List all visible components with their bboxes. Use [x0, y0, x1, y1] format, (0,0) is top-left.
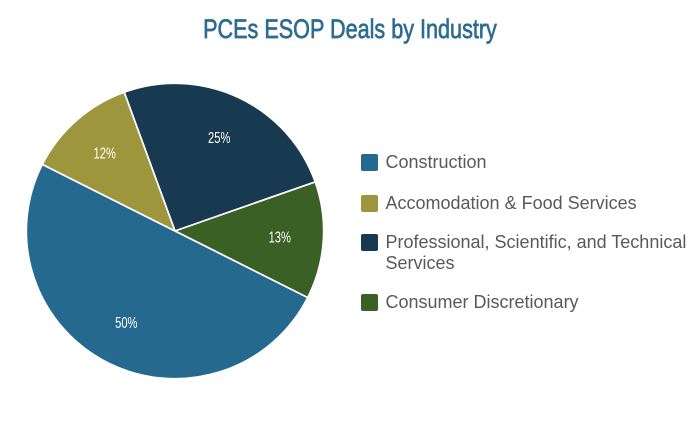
svg-text:13%: 13% — [269, 229, 291, 246]
svg-text:50%: 50% — [115, 314, 137, 331]
svg-text:12%: 12% — [94, 145, 116, 162]
svg-text:25%: 25% — [208, 129, 230, 146]
